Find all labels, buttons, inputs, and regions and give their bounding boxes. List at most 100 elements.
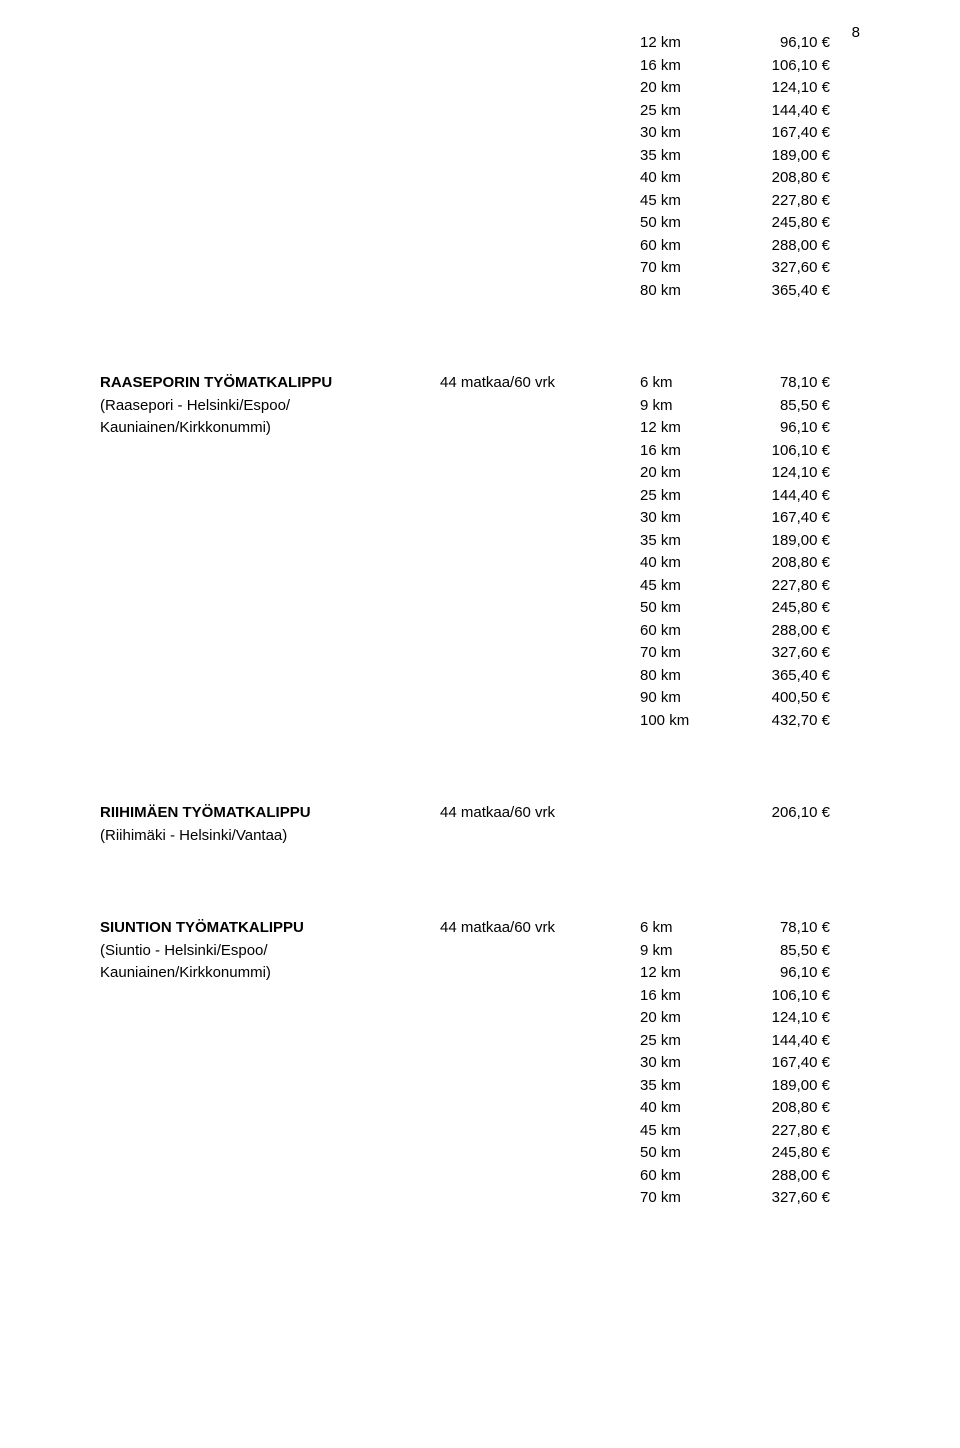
col-distance: 16 km: [640, 55, 740, 78]
col-price: 167,40 €: [740, 1052, 830, 1075]
col-distance: 50 km: [640, 597, 740, 620]
col-left: [100, 597, 440, 620]
col-distance: 12 km: [640, 417, 740, 440]
col-price: 106,10 €: [740, 440, 830, 463]
table-row: 35 km189,00 €: [100, 145, 860, 168]
col-distance: 70 km: [640, 642, 740, 665]
table-row: 70 km327,60 €: [100, 1187, 860, 1210]
col-distance: 35 km: [640, 530, 740, 553]
col-price: 144,40 €: [740, 100, 830, 123]
table-row: 20 km124,10 €: [100, 77, 860, 100]
col-price: 208,80 €: [740, 167, 830, 190]
table-row: 60 km288,00 €: [100, 235, 860, 258]
block-siuntio: SIUNTION TYÖMATKALIPPU44 matkaa/60 vrk6 …: [100, 917, 860, 1210]
col-distance: 45 km: [640, 575, 740, 598]
table-row: 16 km106,10 €: [100, 440, 860, 463]
table-row: 50 km245,80 €: [100, 1142, 860, 1165]
col-mid: 44 matkaa/60 vrk: [440, 372, 640, 395]
col-distance: 35 km: [640, 145, 740, 168]
col-left: [100, 235, 440, 258]
col-distance: 70 km: [640, 1187, 740, 1210]
table-row: 40 km208,80 €: [100, 552, 860, 575]
col-price: 206,10 €: [740, 802, 830, 825]
col-left: [100, 280, 440, 303]
col-mid: [440, 167, 640, 190]
col-distance: 40 km: [640, 167, 740, 190]
col-left: Kauniainen/Kirkkonummi): [100, 962, 440, 985]
col-distance: 25 km: [640, 485, 740, 508]
col-left: RIIHIMÄEN TYÖMATKALIPPU: [100, 802, 440, 825]
col-price: 106,10 €: [740, 985, 830, 1008]
col-left: [100, 145, 440, 168]
col-price: 85,50 €: [740, 940, 830, 963]
col-left: [100, 985, 440, 1008]
col-price: 327,60 €: [740, 257, 830, 280]
col-distance: 25 km: [640, 1030, 740, 1053]
table-row: 70 km327,60 €: [100, 257, 860, 280]
table-row: 70 km327,60 €: [100, 642, 860, 665]
col-price: 189,00 €: [740, 145, 830, 168]
col-mid: [440, 1097, 640, 1120]
col-mid: [440, 145, 640, 168]
col-distance: 6 km: [640, 917, 740, 940]
col-price: 189,00 €: [740, 530, 830, 553]
col-mid: [440, 665, 640, 688]
col-mid: [440, 190, 640, 213]
table-row: 40 km208,80 €: [100, 167, 860, 190]
table-row: 60 km288,00 €: [100, 620, 860, 643]
col-mid: [440, 642, 640, 665]
col-distance: 60 km: [640, 620, 740, 643]
col-mid: 44 matkaa/60 vrk: [440, 802, 640, 825]
col-mid: [440, 395, 640, 418]
block-title: SIUNTION TYÖMATKALIPPU: [100, 919, 304, 936]
table-row: 12 km96,10 €: [100, 32, 860, 55]
table-row: 45 km227,80 €: [100, 190, 860, 213]
col-distance: 6 km: [640, 372, 740, 395]
col-price: 245,80 €: [740, 1142, 830, 1165]
col-distance: 45 km: [640, 190, 740, 213]
col-distance: 35 km: [640, 1075, 740, 1098]
col-price: 288,00 €: [740, 235, 830, 258]
col-distance: 20 km: [640, 462, 740, 485]
table-row: 25 km144,40 €: [100, 1030, 860, 1053]
table-row: 35 km189,00 €: [100, 1075, 860, 1098]
col-mid: [440, 257, 640, 280]
col-left: [100, 1007, 440, 1030]
col-left: [100, 100, 440, 123]
col-mid: [440, 122, 640, 145]
block-title: RIIHIMÄEN TYÖMATKALIPPU: [100, 804, 311, 821]
col-distance: 50 km: [640, 1142, 740, 1165]
block-continuation: 12 km96,10 €16 km106,10 €20 km124,10 €25…: [100, 32, 860, 302]
col-left: [100, 1142, 440, 1165]
col-distance: [640, 825, 740, 848]
block-sub: Kauniainen/Kirkkonummi): [100, 964, 271, 981]
table-row: 25 km144,40 €: [100, 485, 860, 508]
col-left: [100, 530, 440, 553]
col-distance: 12 km: [640, 32, 740, 55]
table-row: 20 km124,10 €: [100, 1007, 860, 1030]
col-price: 227,80 €: [740, 1120, 830, 1143]
table-row: 45 km227,80 €: [100, 575, 860, 598]
block-sub: (Riihimäki - Helsinki/Vantaa): [100, 827, 287, 844]
col-mid: [440, 620, 640, 643]
table-row: 16 km106,10 €: [100, 985, 860, 1008]
col-distance: [640, 802, 740, 825]
col-left: (Riihimäki - Helsinki/Vantaa): [100, 825, 440, 848]
col-mid: [440, 417, 640, 440]
col-left: Kauniainen/Kirkkonummi): [100, 417, 440, 440]
table-row: SIUNTION TYÖMATKALIPPU44 matkaa/60 vrk6 …: [100, 917, 860, 940]
col-distance: 12 km: [640, 962, 740, 985]
col-distance: 20 km: [640, 1007, 740, 1030]
col-price: 124,10 €: [740, 462, 830, 485]
col-mid: [440, 1030, 640, 1053]
col-distance: 70 km: [640, 257, 740, 280]
col-price: 96,10 €: [740, 417, 830, 440]
col-price: 327,60 €: [740, 1187, 830, 1210]
block-raasepori: RAASEPORIN TYÖMATKALIPPU44 matkaa/60 vrk…: [100, 372, 860, 732]
col-distance: 16 km: [640, 985, 740, 1008]
col-distance: 40 km: [640, 1097, 740, 1120]
col-left: [100, 1052, 440, 1075]
col-left: [100, 55, 440, 78]
col-left: [100, 642, 440, 665]
col-distance: 9 km: [640, 395, 740, 418]
